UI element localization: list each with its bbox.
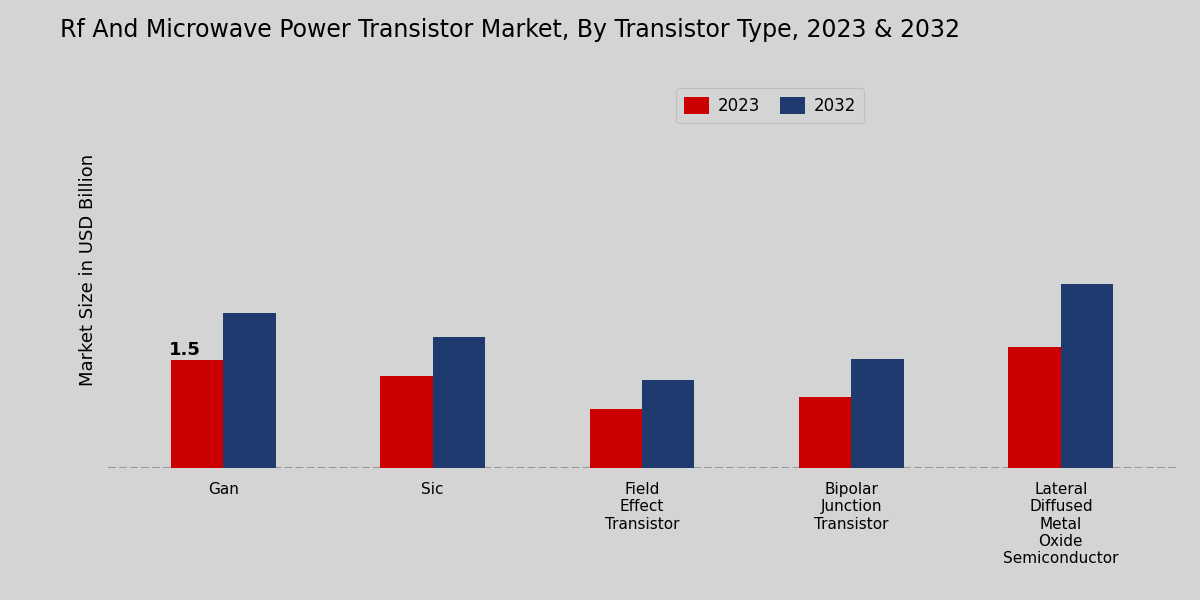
Bar (1061, 284, 1114, 468)
Legend: 2023, 2032: 2023, 2032 (676, 88, 864, 123)
Bar (432, 337, 485, 468)
Text: 1.5: 1.5 (168, 341, 200, 359)
Bar (799, 397, 852, 468)
Bar (223, 313, 276, 468)
Bar (170, 360, 223, 468)
Bar (852, 359, 904, 468)
Bar (380, 376, 432, 468)
Bar (642, 380, 695, 468)
Text: Rf And Microwave Power Transistor Market, By Transistor Type, 2023 & 2032: Rf And Microwave Power Transistor Market… (60, 18, 960, 42)
Bar (589, 409, 642, 468)
Bar (1008, 347, 1061, 468)
Y-axis label: Market Size in USD Billion: Market Size in USD Billion (79, 154, 97, 386)
